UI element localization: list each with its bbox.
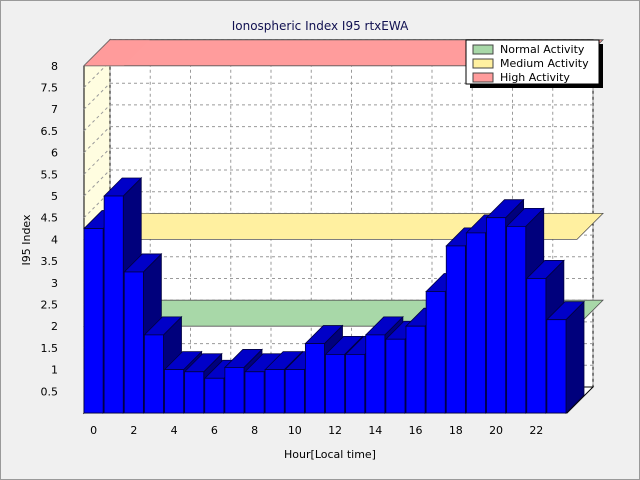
bar-front: [184, 371, 205, 414]
bar-front: [83, 228, 104, 414]
y-tick-label: 5: [51, 190, 58, 203]
bar-front: [164, 369, 185, 414]
axis-ticks: 0.5 1 1.5 2 2.5 3 3.5 4 4.5 5 5.5 6 6.5 7 7.5 8 0 2 4 6 8 10 1…: [41, 60, 544, 437]
x-tick-label: 12: [328, 424, 342, 437]
bar-front: [325, 354, 346, 414]
bar-front: [486, 217, 507, 414]
x-tick-label: 14: [368, 424, 382, 437]
grid-line-side: [83, 169, 111, 197]
grid-line-side: [83, 104, 111, 132]
y-tick-label: 5.5: [41, 168, 59, 181]
legend-swatch: [472, 72, 494, 83]
bar-front: [445, 245, 466, 414]
y-tick-label: 1.5: [41, 342, 59, 355]
grid-line-side: [83, 82, 111, 110]
bar-front: [143, 334, 164, 414]
chart-title: Ionospheric Index I95 rtxEWA: [232, 19, 409, 33]
x-axis-label: Hour[Local time]: [284, 448, 376, 461]
y-tick-label: 8: [51, 60, 58, 73]
bar-front: [264, 369, 285, 414]
bar-side: [565, 300, 585, 414]
y-tick-label: 3: [51, 277, 58, 290]
x-tick-label: 2: [130, 424, 137, 437]
bar-front: [123, 271, 144, 414]
legend-label: Normal Activity: [500, 43, 585, 56]
x-tick-label: 6: [211, 424, 218, 437]
x-tick-label: 10: [288, 424, 302, 437]
y-tick-label: 2.5: [41, 299, 59, 312]
bar-front: [385, 338, 406, 414]
bar-front: [425, 291, 446, 414]
bar-front: [465, 232, 486, 414]
y-axis-label: I95 Index: [20, 214, 33, 266]
bar-front: [405, 325, 426, 414]
bar-front: [244, 371, 265, 414]
legend-swatch: [472, 44, 494, 55]
bar-front: [506, 225, 527, 414]
x-tick-label: 4: [171, 424, 178, 437]
y-tick-label: 6: [51, 147, 58, 160]
y-tick-label: 3.5: [41, 255, 59, 268]
bar-front: [304, 343, 325, 414]
x-tick-label: 20: [489, 424, 503, 437]
legend-label: High Activity: [500, 71, 570, 84]
bar: [545, 300, 585, 414]
legend-label: Medium Activity: [500, 57, 589, 70]
bar-series: [83, 177, 585, 414]
y-tick-label: 1: [51, 364, 58, 377]
y-tick-label: 7.5: [41, 82, 59, 95]
y-tick-label: 0.5: [41, 385, 59, 398]
x-tick-label: 16: [409, 424, 423, 437]
bar-front: [365, 334, 386, 414]
grid-line-side: [83, 126, 111, 153]
x-tick-label: 0: [90, 424, 97, 437]
y-tick-label: 2: [51, 320, 58, 333]
legend-swatch: [472, 58, 494, 69]
grid-line-side: [83, 147, 111, 175]
bar-front: [284, 369, 305, 414]
y-tick-label: 4: [51, 233, 58, 246]
x-tick-label: 22: [529, 424, 543, 437]
x-tick-label: 8: [251, 424, 258, 437]
bar-front: [224, 367, 245, 414]
bar-front: [546, 319, 567, 414]
bar-front: [526, 278, 547, 414]
y-tick-label: 6.5: [41, 125, 59, 138]
bar-front: [103, 195, 124, 414]
y-tick-label: 7: [51, 103, 58, 116]
y-tick-label: 4.5: [41, 212, 59, 225]
bar-front: [204, 377, 225, 414]
bar-front: [345, 354, 366, 414]
x-tick-label: 18: [449, 424, 463, 437]
band-overlay-2: [84, 39, 150, 66]
